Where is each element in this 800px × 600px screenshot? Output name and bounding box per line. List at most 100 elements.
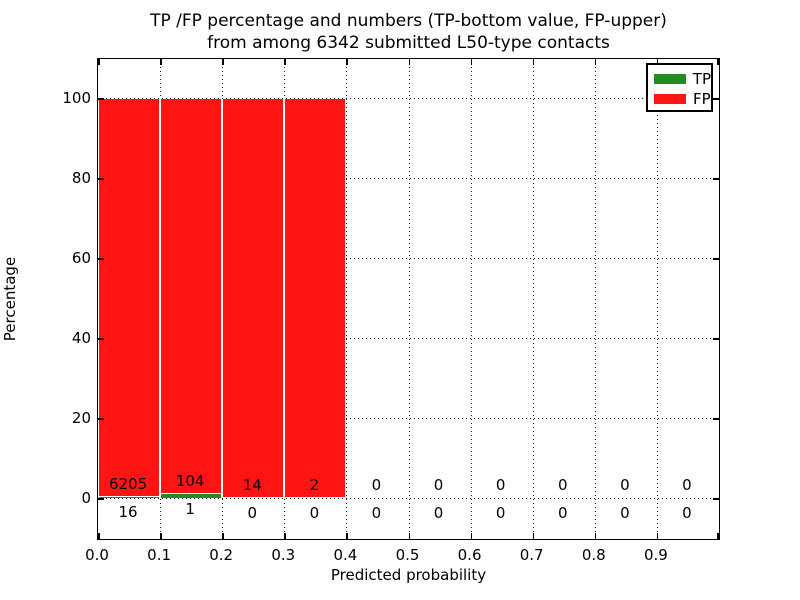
x-tick-label: 0.6 xyxy=(457,546,482,564)
legend: TP FP xyxy=(646,63,713,112)
x-tick-mark xyxy=(284,533,286,539)
legend-swatch-fp-icon xyxy=(654,94,686,104)
legend-entry-tp: TP xyxy=(654,69,711,89)
y-tick-label: 0 xyxy=(81,489,91,507)
legend-swatch-tp-icon xyxy=(654,74,686,84)
y-tick-mark xyxy=(98,98,104,100)
legend-entry-fp: FP xyxy=(654,89,711,109)
tp-count-label: 0 xyxy=(371,504,382,522)
grid-line-vertical xyxy=(532,59,534,539)
y-tick-mark xyxy=(713,178,719,180)
y-tick-mark xyxy=(98,258,104,260)
grid-line-vertical xyxy=(408,59,410,539)
chart-title-line1: TP /FP percentage and numbers (TP-bottom… xyxy=(150,11,667,31)
y-tick-mark xyxy=(713,418,719,420)
tp-count-label: 0 xyxy=(682,504,692,522)
y-tick-label: 60 xyxy=(71,249,91,267)
chart-title-line2: from among 6342 submitted L50-type conta… xyxy=(207,33,610,53)
x-tick-label: 0.5 xyxy=(395,546,420,564)
x-tick-mark xyxy=(346,533,348,539)
x-tick-mark xyxy=(594,59,597,65)
tp-count-label: 0 xyxy=(247,504,258,522)
fp-count-label: 0 xyxy=(433,476,444,494)
tp-count-label: 0 xyxy=(309,504,320,522)
fp-count-label: 0 xyxy=(557,476,568,494)
plot-area xyxy=(97,58,720,540)
x-tick-mark xyxy=(408,59,410,65)
x-tick-mark xyxy=(346,59,348,65)
grid-line-vertical xyxy=(346,59,348,539)
x-tick-mark xyxy=(98,59,100,65)
x-tick-mark xyxy=(222,59,224,65)
y-tick-label: 20 xyxy=(71,409,91,427)
fp-count-label: 14 xyxy=(242,476,262,494)
x-tick-mark xyxy=(98,533,100,539)
tp-count-label: 0 xyxy=(557,504,568,522)
fp-bar-segment xyxy=(223,99,284,497)
y-tick-mark xyxy=(98,418,104,420)
tp-bar-segment xyxy=(99,496,160,498)
x-tick-mark xyxy=(656,533,659,539)
x-tick-mark xyxy=(222,533,224,539)
y-tick-label: 80 xyxy=(71,169,91,187)
y-tick-mark xyxy=(713,98,719,100)
y-tick-mark xyxy=(713,338,719,340)
x-tick-label: 0.3 xyxy=(271,546,296,564)
x-tick-label: 0.1 xyxy=(147,546,172,564)
bar xyxy=(284,99,347,498)
fp-count-label: 2 xyxy=(309,476,320,494)
legend-label-fp: FP xyxy=(693,90,711,108)
x-tick-mark xyxy=(656,59,659,65)
bar xyxy=(222,99,285,498)
x-tick-mark xyxy=(284,59,286,65)
fp-count-label: 104 xyxy=(175,472,205,490)
fp-count-label: 6205 xyxy=(108,475,148,493)
tp-count-label: 1 xyxy=(185,500,195,518)
x-tick-label: 0.0 xyxy=(85,546,109,564)
x-tick-mark xyxy=(717,533,719,539)
y-tick-mark xyxy=(713,258,719,260)
x-tick-mark xyxy=(160,59,162,65)
y-tick-mark xyxy=(713,498,719,500)
fp-bar-segment xyxy=(161,99,222,493)
y-tick-mark xyxy=(98,178,104,180)
x-tick-mark xyxy=(408,533,410,539)
tp-count-label: 0 xyxy=(620,504,630,522)
y-tick-label: 100 xyxy=(62,89,91,107)
x-tick-mark xyxy=(532,59,535,65)
tp-bar-segment xyxy=(161,493,222,498)
x-tick-label: 0.9 xyxy=(643,546,668,564)
fp-bar-segment xyxy=(99,99,160,496)
fp-count-label: 0 xyxy=(620,476,630,494)
bar xyxy=(98,99,161,498)
x-tick-label: 0.7 xyxy=(519,546,544,564)
grid-line-vertical xyxy=(656,59,658,539)
fp-count-label: 0 xyxy=(495,476,506,494)
x-tick-mark xyxy=(594,533,597,539)
tp-count-label: 0 xyxy=(433,504,444,522)
y-tick-label: 40 xyxy=(71,329,91,347)
tp-count-label: 0 xyxy=(495,504,506,522)
x-tick-mark xyxy=(470,59,473,65)
x-tick-mark xyxy=(532,533,535,539)
y-axis-label: Percentage xyxy=(1,256,19,342)
x-tick-mark xyxy=(470,533,473,539)
chart-title: TP /FP percentage and numbers (TP-bottom… xyxy=(97,10,720,54)
grid-line-vertical xyxy=(594,59,596,539)
fp-bar-segment xyxy=(285,99,346,497)
fp-count-label: 0 xyxy=(682,476,692,494)
x-axis-label: Predicted probability xyxy=(330,566,487,584)
bar xyxy=(160,99,223,498)
x-tick-label: 0.8 xyxy=(581,546,606,564)
x-tick-label: 0.2 xyxy=(209,546,234,564)
x-tick-label: 0.4 xyxy=(333,546,358,564)
legend-label-tp: TP xyxy=(692,70,711,88)
fp-count-label: 0 xyxy=(371,476,382,494)
tp-count-label: 16 xyxy=(118,503,138,521)
y-tick-mark xyxy=(98,338,104,340)
x-tick-mark xyxy=(717,59,719,65)
y-tick-mark xyxy=(98,498,104,500)
grid-line-vertical xyxy=(470,59,472,539)
x-tick-mark xyxy=(160,533,162,539)
